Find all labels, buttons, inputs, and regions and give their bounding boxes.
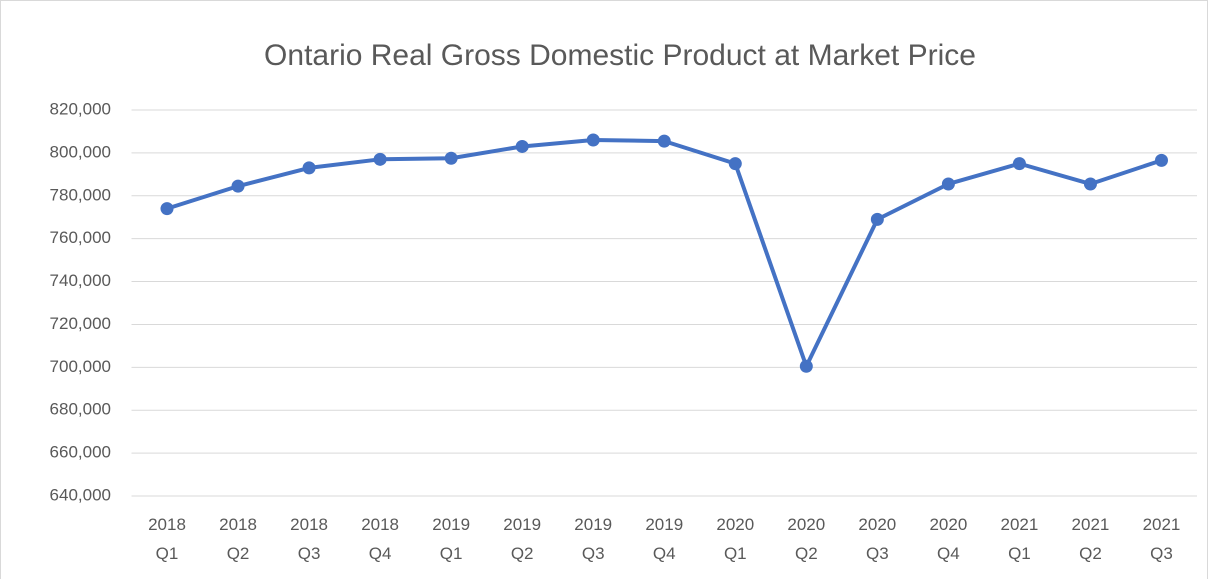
y-tick-label: 680,000	[50, 400, 111, 419]
data-point	[1083, 177, 1097, 191]
y-tick-label: 660,000	[50, 443, 111, 462]
x-tick-label: 2018 Q1	[148, 515, 186, 563]
y-tick-label: 800,000	[50, 142, 111, 161]
data-point	[1154, 153, 1168, 167]
data-point	[1012, 157, 1026, 171]
chart-title: Ontario Real Gross Domestic Product at M…	[264, 39, 976, 72]
y-tick-label: 780,000	[50, 185, 111, 204]
data-point	[941, 177, 955, 191]
x-tick-label: 2020 Q1	[716, 515, 754, 563]
x-tick-label: 2020 Q3	[858, 515, 896, 563]
y-tick-label: 640,000	[50, 485, 111, 504]
x-tick-label: 2019 Q1	[432, 515, 470, 563]
y-tick-label: 820,000	[50, 99, 111, 118]
y-tick-label: 720,000	[50, 314, 111, 333]
data-point	[160, 202, 174, 216]
x-tick-label: 2018 Q3	[290, 515, 328, 563]
x-tick-label: 2018 Q2	[219, 515, 257, 563]
x-tick-label: 2018 Q4	[361, 515, 399, 563]
x-tick-label: 2019 Q4	[645, 515, 683, 563]
data-point	[870, 212, 884, 226]
data-point	[799, 359, 813, 373]
x-tick-label: 2021 Q2	[1072, 515, 1110, 563]
x-tick-label: 2020 Q4	[929, 515, 967, 563]
y-tick-label: 740,000	[50, 271, 111, 290]
data-point	[728, 157, 742, 171]
data-point	[444, 151, 458, 165]
x-tick-label: 2021 Q1	[1001, 515, 1039, 563]
x-tick-label: 2021 Q3	[1143, 515, 1181, 563]
x-tick-label: 2019 Q3	[574, 515, 612, 563]
data-point	[231, 179, 245, 193]
x-tick-label: 2019 Q2	[503, 515, 541, 563]
x-tick-label: 2020 Q2	[787, 515, 825, 563]
data-point	[302, 161, 316, 175]
data-point	[586, 133, 600, 147]
data-point	[373, 152, 387, 166]
y-tick-label: 700,000	[50, 357, 111, 376]
data-point	[657, 134, 671, 148]
y-tick-label: 760,000	[50, 228, 111, 247]
data-point	[515, 139, 529, 153]
